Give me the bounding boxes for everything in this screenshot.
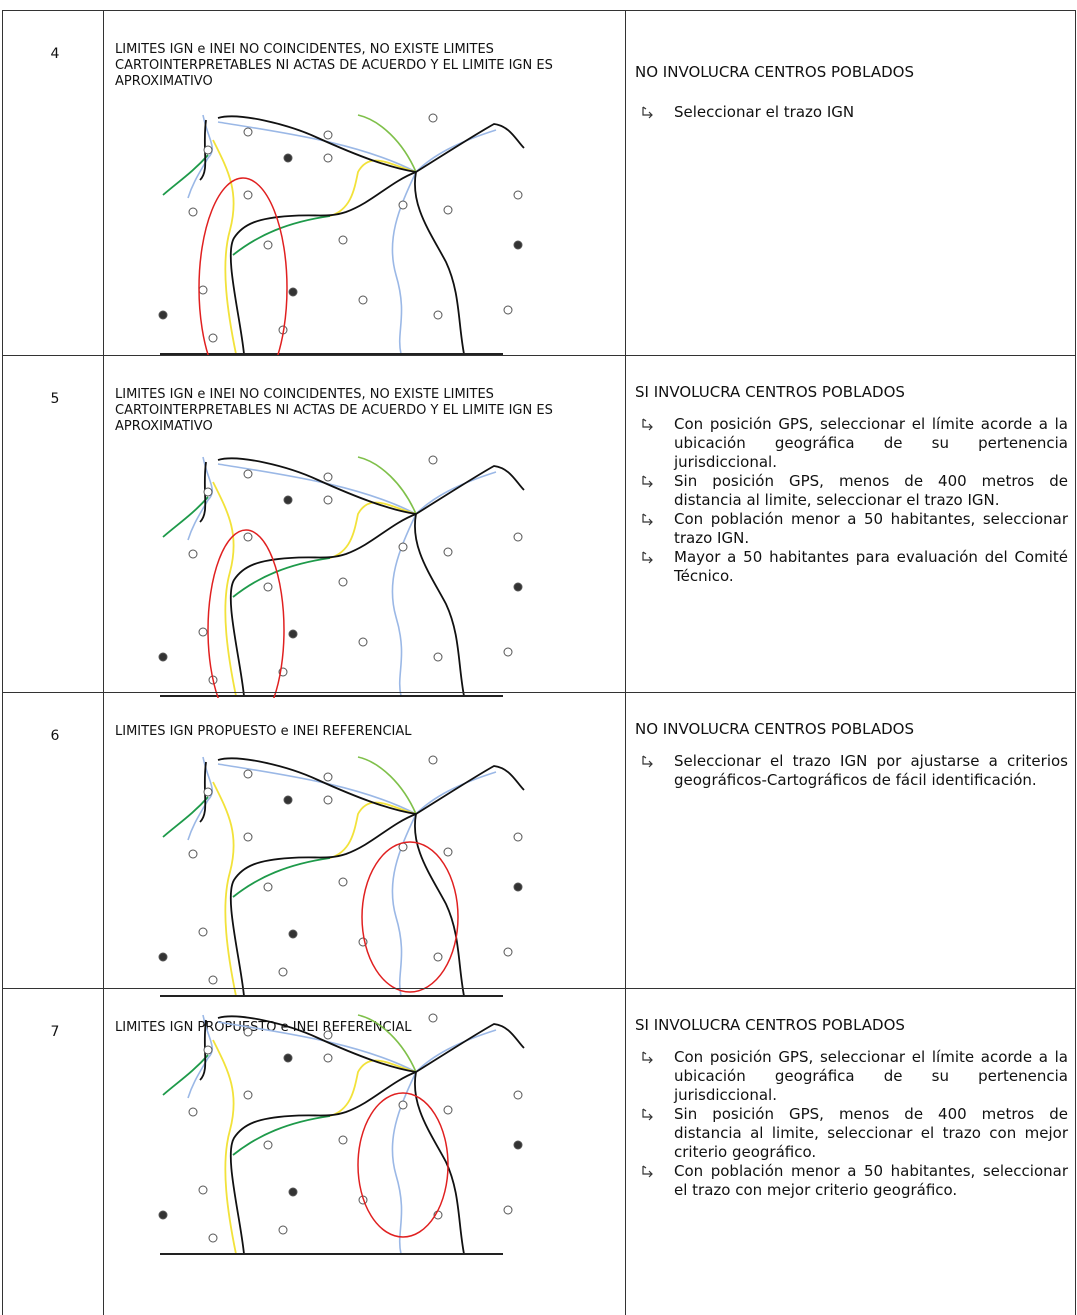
map-diagram [158, 113, 525, 356]
action-item: Con posición GPS, seleccionar el límite … [638, 1048, 1068, 1105]
table-border [625, 10, 626, 1315]
action-item: Sin posición GPS, menos de 400 metros de… [638, 472, 1068, 510]
action-item: Con población menor a 50 habitantes, sel… [638, 1162, 1068, 1200]
action-text: Mayor a 50 habitantes para evaluación de… [674, 548, 1068, 585]
bullet-icon [642, 755, 653, 768]
bullet-icon [642, 1108, 653, 1121]
bullet-icon [642, 1051, 653, 1064]
table-border [1075, 10, 1076, 1315]
description: LIMITES IGN e INEI NO COINCIDENTES, NO E… [115, 42, 553, 89]
action-list: Seleccionar el trazo IGN [638, 103, 1068, 122]
action-item: Mayor a 50 habitantes para evaluación de… [638, 548, 1068, 586]
description: LIMITES IGN PROPUESTO e INEI REFERENCIAL [115, 724, 412, 739]
action-heading: SI INVOLUCRA CENTROS POBLADOS [635, 383, 905, 401]
table-border [2, 10, 3, 1315]
action-text: Con posición GPS, seleccionar el límite … [674, 415, 1068, 471]
row-number: 4 [50, 46, 60, 62]
map-diagram [158, 1013, 525, 1255]
table-border [2, 10, 1076, 11]
bullet-icon [642, 418, 653, 431]
description: LIMITES IGN e INEI NO COINCIDENTES, NO E… [115, 387, 553, 434]
action-text: Seleccionar el trazo IGN por ajustarse a… [674, 752, 1068, 789]
action-list: Con posición GPS, seleccionar el límite … [638, 415, 1068, 586]
table-border [2, 692, 1076, 693]
action-text: Seleccionar el trazo IGN [674, 103, 855, 121]
action-heading: NO INVOLUCRA CENTROS POBLADOS [635, 63, 914, 81]
table-border [103, 10, 104, 1315]
row-number: 7 [50, 1024, 60, 1040]
action-item: Seleccionar el trazo IGN por ajustarse a… [638, 752, 1068, 790]
map-diagram [158, 755, 525, 997]
row-number: 6 [50, 728, 60, 744]
action-item: Con población menor a 50 habitantes, sel… [638, 510, 1068, 548]
bullet-icon [642, 551, 653, 564]
bullet-icon [642, 475, 653, 488]
action-heading: SI INVOLUCRA CENTROS POBLADOS [635, 1016, 905, 1034]
bullet-icon [642, 1165, 653, 1178]
bullet-icon [642, 513, 653, 526]
action-text: Con posición GPS, seleccionar el límite … [674, 1048, 1068, 1104]
action-item: Con posición GPS, seleccionar el límite … [638, 415, 1068, 472]
action-text: Sin posición GPS, menos de 400 metros de… [674, 1105, 1068, 1161]
action-text: Con población menor a 50 habitantes, sel… [674, 510, 1068, 547]
action-list: Seleccionar el trazo IGN por ajustarse a… [638, 752, 1068, 790]
action-text: Sin posición GPS, menos de 400 metros de… [674, 472, 1068, 509]
action-item: Seleccionar el trazo IGN [638, 103, 1068, 122]
map-diagram [158, 455, 525, 698]
table-border [2, 988, 1076, 989]
action-item: Sin posición GPS, menos de 400 metros de… [638, 1105, 1068, 1162]
table-border [2, 355, 1076, 356]
action-text: Con población menor a 50 habitantes, sel… [674, 1162, 1068, 1199]
row-number: 5 [50, 391, 60, 407]
action-list: Con posición GPS, seleccionar el límite … [638, 1048, 1068, 1200]
description: LIMITES IGN PROPUESTO e INEI REFERENCIAL [115, 1020, 412, 1035]
bullet-icon [642, 106, 653, 119]
action-heading: NO INVOLUCRA CENTROS POBLADOS [635, 720, 914, 738]
